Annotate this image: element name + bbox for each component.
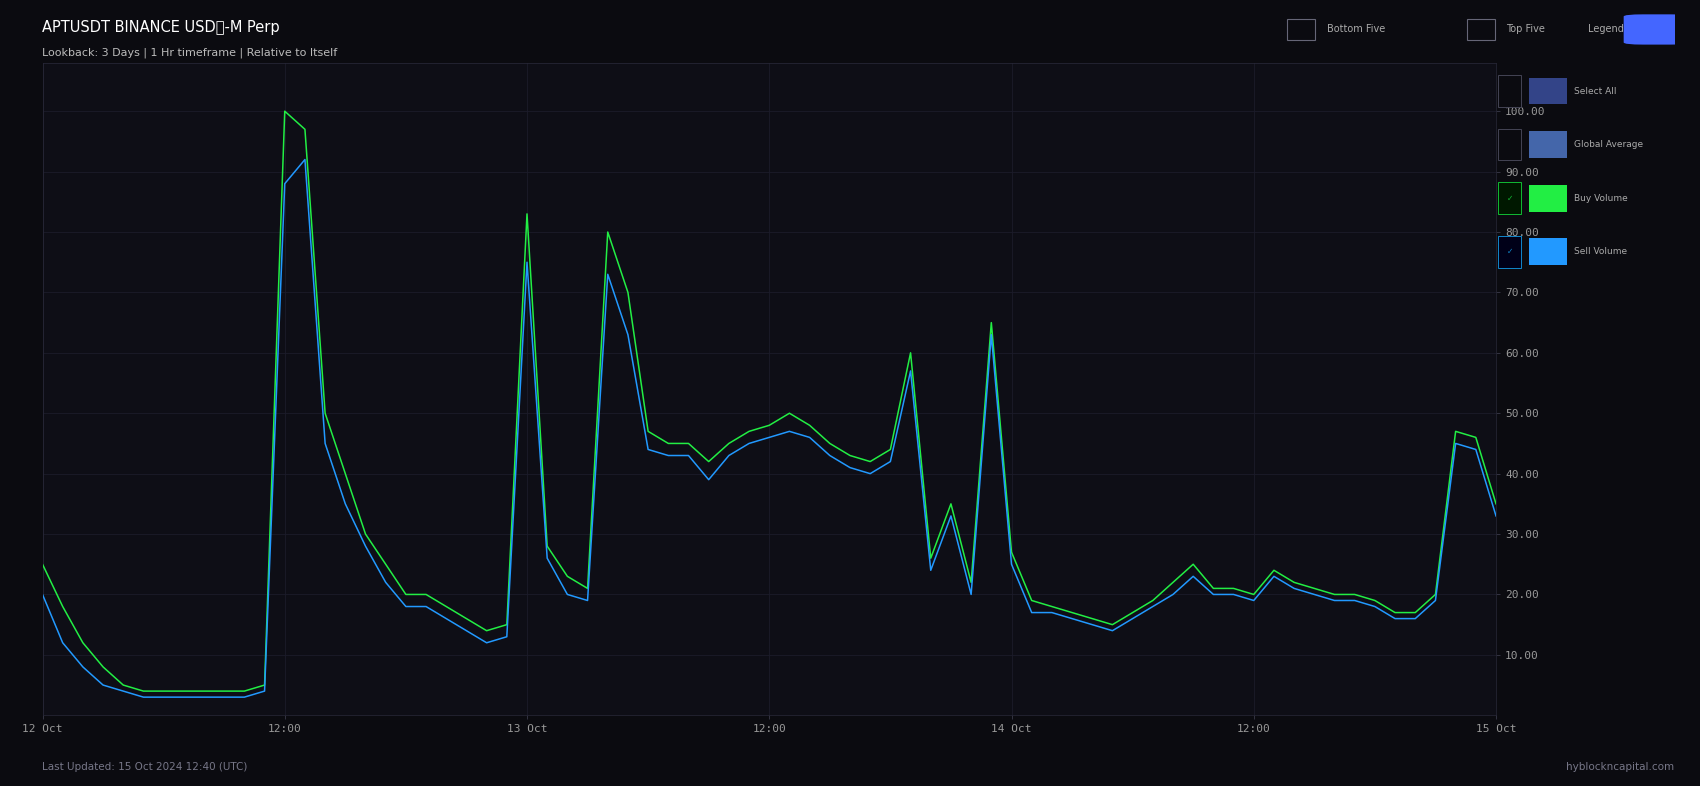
Text: hyblockncapital.com: hyblockncapital.com [1566,762,1674,772]
Bar [1528,238,1567,265]
Text: Sell Volume: Sell Volume [1574,248,1627,256]
Text: Last Updated: 15 Oct 2024 12:40 (UTC): Last Updated: 15 Oct 2024 12:40 (UTC) [42,762,248,772]
Text: Buy Volume: Buy Volume [1574,193,1629,203]
Bar [1528,185,1567,211]
Text: Lookback: 3 Days | 1 Hr timeframe | Relative to Itself: Lookback: 3 Days | 1 Hr timeframe | Rela… [42,47,338,57]
Text: APTUSDT BINANCE USDⓈ-M Perp: APTUSDT BINANCE USDⓈ-M Perp [42,20,280,35]
FancyBboxPatch shape [1498,236,1522,268]
FancyBboxPatch shape [1624,14,1690,45]
Text: Top Five: Top Five [1506,24,1545,35]
Bar [1528,78,1567,105]
Bar [1528,131,1567,158]
Text: Legend: Legend [1588,24,1625,35]
Text: ✓: ✓ [1506,193,1513,203]
Text: Global Average: Global Average [1574,140,1644,149]
Text: ✓: ✓ [1506,248,1513,256]
FancyBboxPatch shape [1498,182,1522,214]
Text: Select All: Select All [1574,86,1617,96]
Text: Bottom Five: Bottom Five [1326,24,1385,35]
